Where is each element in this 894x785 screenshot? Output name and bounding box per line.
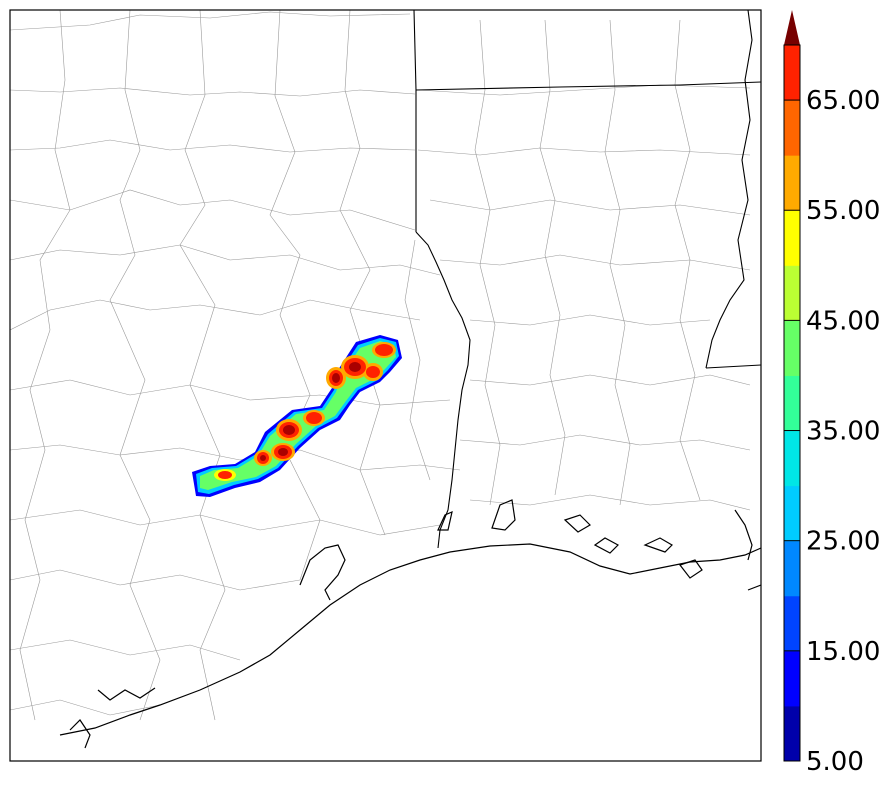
colorbar-segment (784, 540, 800, 597)
colorbar-tick-label: 65.00 (806, 86, 880, 116)
colorbar-tick-label: 45.00 (806, 306, 880, 336)
colorbar-tick-label: 55.00 (806, 196, 880, 226)
colorbar-tick-label: 15.00 (806, 637, 880, 667)
colorbar-segment (784, 210, 800, 266)
county-boundaries (10, 10, 751, 721)
colorbar-segment (784, 320, 800, 376)
colorbar-segment (784, 45, 800, 101)
colorbar-tick-label: 25.00 (806, 527, 880, 557)
colorbar-segment (784, 430, 800, 487)
map-frame (9, 9, 762, 762)
coastline (59, 499, 761, 749)
colorbar-segment (784, 705, 800, 762)
colorbar-segments (784, 45, 800, 762)
colorbar-segment (784, 375, 800, 432)
colorbar-segment (784, 595, 800, 652)
colorbar-segment (784, 650, 800, 707)
colorbar-segment (784, 155, 800, 211)
colorbar: 65.00 55.00 45.00 35.00 25.00 15.00 5.00 (783, 10, 880, 777)
colorbar-tick-label: 5.00 (806, 747, 864, 777)
colorbar-segment (784, 485, 800, 542)
colorbar-extend-arrow (784, 10, 800, 45)
colorbar-tick-label: 35.00 (806, 417, 880, 447)
colorbar-ticks: 65.00 55.00 45.00 35.00 25.00 15.00 5.00 (784, 86, 880, 777)
colorbar-segment (784, 265, 800, 321)
colorbar-segment (784, 100, 800, 156)
reflectivity-band (192, 335, 402, 497)
state-boundaries (413, 10, 761, 549)
